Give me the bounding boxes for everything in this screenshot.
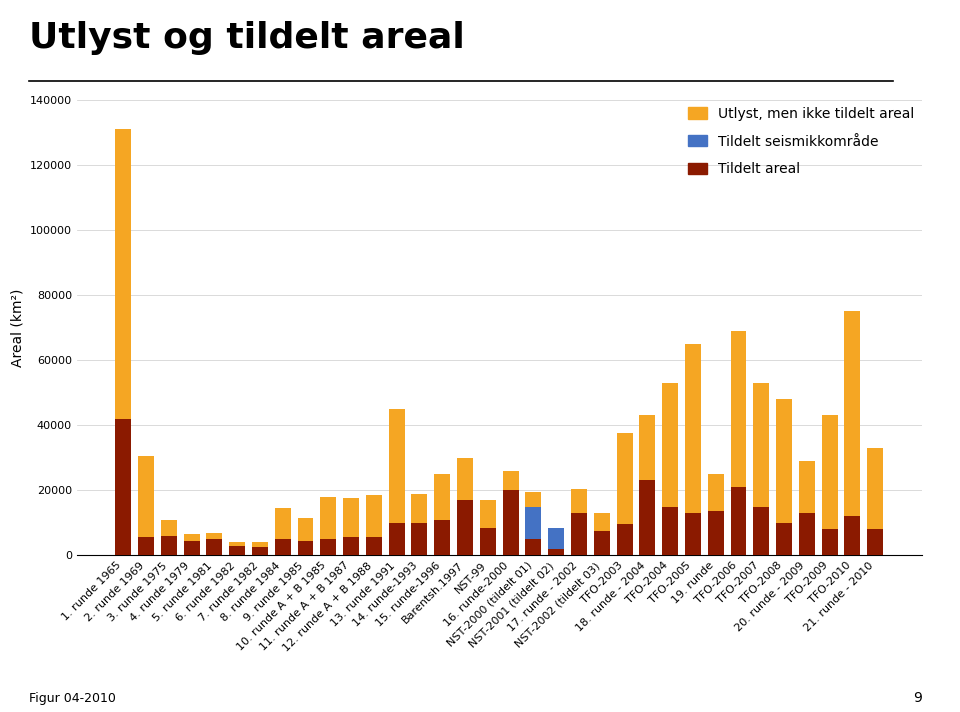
Bar <box>366 538 382 555</box>
Bar <box>298 518 314 540</box>
Bar <box>867 529 883 555</box>
Bar <box>639 481 656 555</box>
Bar <box>776 399 792 523</box>
Bar <box>275 508 291 539</box>
Bar <box>389 523 404 555</box>
Bar <box>343 498 359 538</box>
Bar <box>389 409 404 523</box>
Bar <box>457 458 473 500</box>
Bar <box>731 487 747 555</box>
Bar <box>183 534 200 540</box>
Bar <box>343 538 359 555</box>
Bar <box>684 344 701 513</box>
Bar <box>639 415 656 481</box>
Bar <box>867 448 883 529</box>
Bar <box>822 529 838 555</box>
Bar <box>731 331 747 487</box>
Bar <box>616 525 633 555</box>
Bar <box>206 539 223 555</box>
Bar <box>525 492 541 506</box>
Legend: Utlyst, men ikke tildelt areal, Tildelt seismikkområde, Tildelt areal: Utlyst, men ikke tildelt areal, Tildelt … <box>688 107 915 177</box>
Bar <box>594 513 610 531</box>
Bar <box>321 497 336 539</box>
Bar <box>160 536 177 555</box>
Bar <box>845 516 860 555</box>
Bar <box>799 513 815 555</box>
Bar <box>457 500 473 555</box>
Bar <box>776 523 792 555</box>
Bar <box>571 488 587 513</box>
Bar <box>616 434 633 525</box>
Bar <box>138 456 154 538</box>
Bar <box>366 495 382 538</box>
Bar <box>708 511 724 555</box>
Bar <box>662 383 678 506</box>
Text: 9: 9 <box>913 691 922 705</box>
Bar <box>160 520 177 536</box>
Bar <box>548 549 564 555</box>
Bar <box>799 461 815 513</box>
Bar <box>206 533 223 539</box>
Bar <box>252 548 268 555</box>
Bar <box>662 506 678 555</box>
Bar <box>298 540 314 555</box>
Bar <box>229 543 245 545</box>
Bar <box>503 491 518 555</box>
Bar <box>183 540 200 555</box>
Bar <box>754 383 769 506</box>
Bar <box>548 528 564 549</box>
Bar <box>275 539 291 555</box>
Y-axis label: Areal (km²): Areal (km²) <box>11 288 24 367</box>
Bar <box>684 513 701 555</box>
Bar <box>480 500 495 528</box>
Bar <box>708 474 724 511</box>
Bar <box>480 528 495 555</box>
Text: Utlyst og tildelt areal: Utlyst og tildelt areal <box>29 21 465 56</box>
Bar <box>115 129 132 419</box>
Bar <box>503 471 518 491</box>
Bar <box>321 539 336 555</box>
Bar <box>252 543 268 548</box>
Bar <box>434 474 450 520</box>
Bar <box>594 531 610 555</box>
Bar <box>525 539 541 555</box>
Bar <box>754 506 769 555</box>
Bar <box>822 415 838 529</box>
Bar <box>412 493 427 523</box>
Bar <box>845 311 860 516</box>
Text: Figur 04-2010: Figur 04-2010 <box>29 692 115 705</box>
Bar <box>571 513 587 555</box>
Bar <box>525 506 541 539</box>
Bar <box>412 523 427 555</box>
Bar <box>115 419 132 555</box>
Bar <box>138 538 154 555</box>
Bar <box>229 545 245 555</box>
Bar <box>434 520 450 555</box>
